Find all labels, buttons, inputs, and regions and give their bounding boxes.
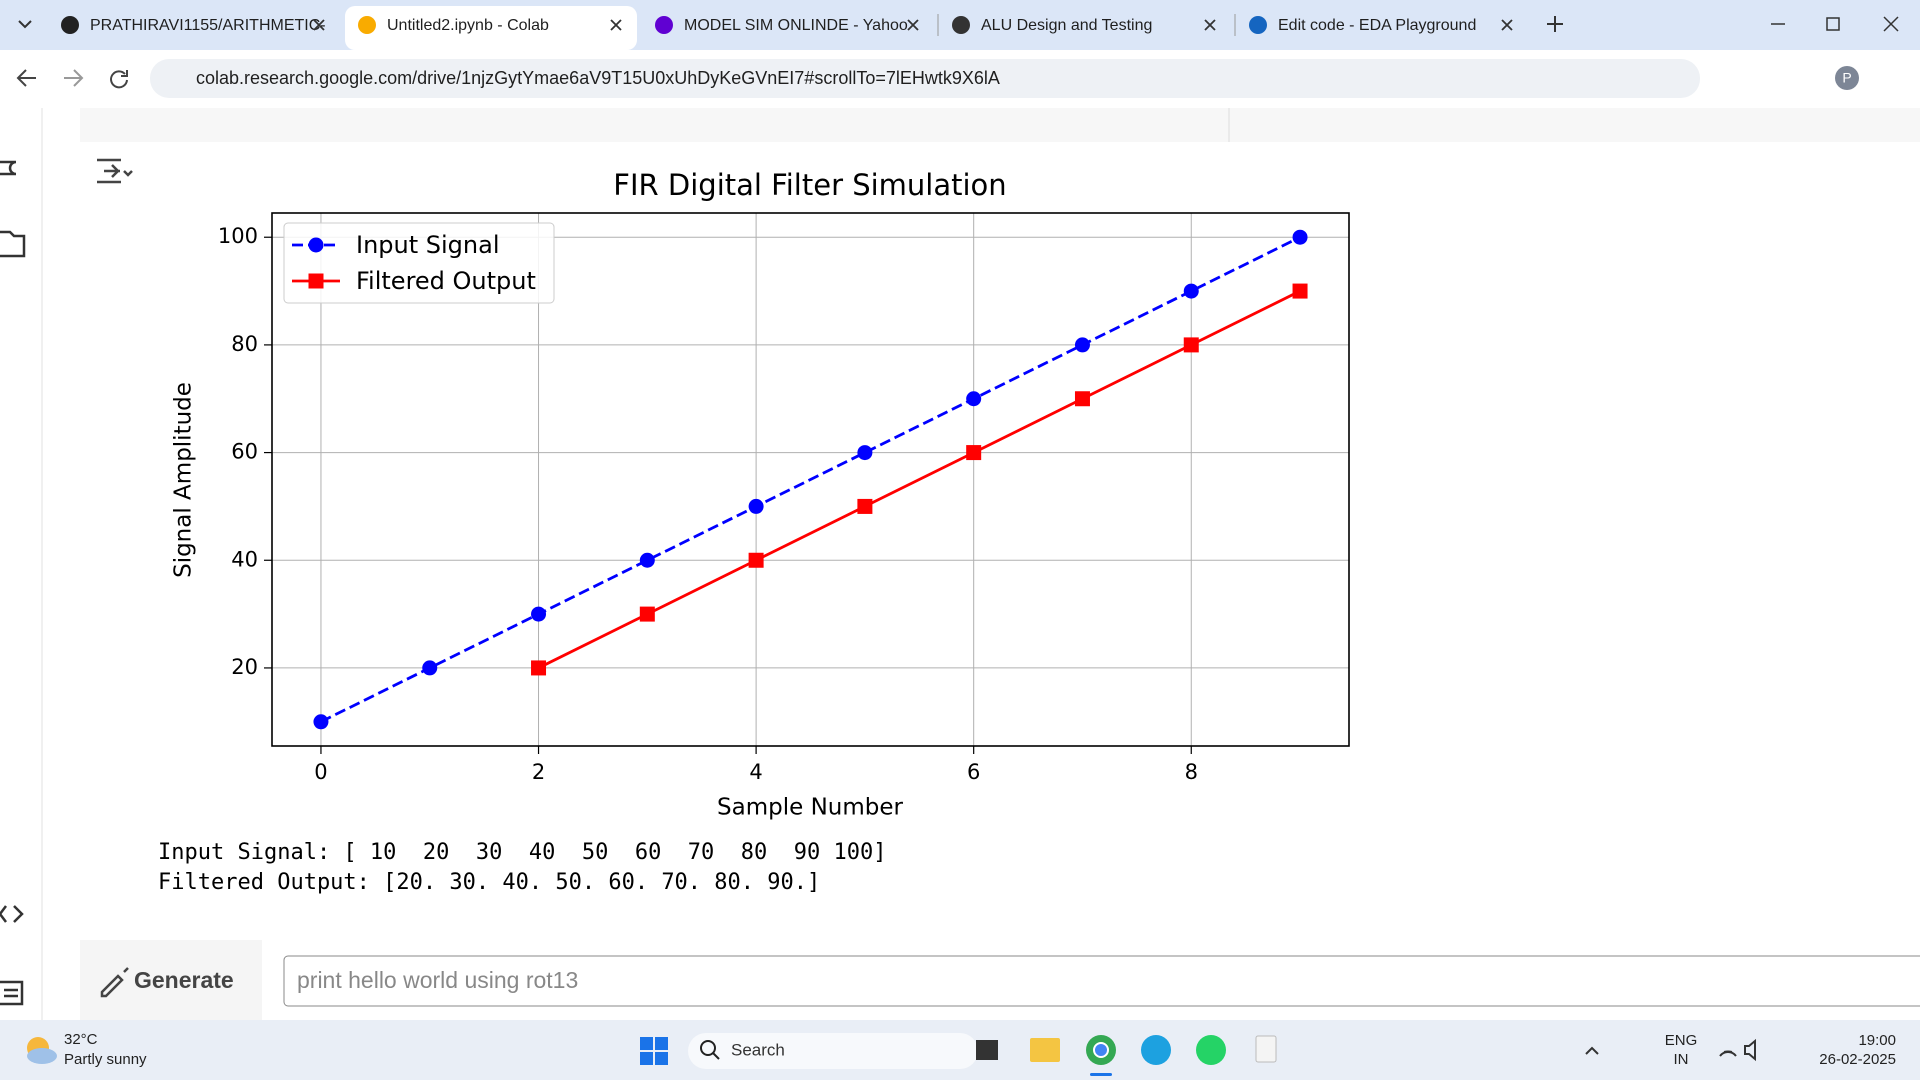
marker [857,445,873,461]
chart-title: FIR Digital Filter Simulation [613,168,1006,202]
legend-label: Filtered Output [356,267,536,295]
region[interactable]: IN [1674,1051,1689,1068]
language[interactable]: ENG [1665,1032,1698,1049]
tab-title[interactable]: PRATHIRAVI1155/ARITHMETIC- [90,17,326,34]
clock-time[interactable]: 19:00 [1858,1032,1896,1049]
weather-text: Partly sunny [64,1051,147,1068]
output-line: Input Signal: [ 10 20 30 40 50 60 70 80 … [158,840,886,865]
x-tick-label: 0 [314,760,327,784]
legend-label: Input Signal [356,231,500,259]
start-button[interactable] [640,1037,668,1065]
marker [308,237,324,253]
marker [639,606,655,622]
series-line [537,289,1301,670]
cell-strip [80,108,1920,142]
marker [1183,283,1199,299]
tab-icon [358,16,376,34]
tab-icon [655,16,673,34]
window-controls[interactable] [1771,16,1899,32]
x-tick-label: 2 [532,760,545,784]
legend-box [283,222,555,304]
plot-frame [271,212,1350,747]
marker [748,552,764,568]
y-tick-label: 100 [218,224,258,248]
prompt-input[interactable] [283,955,1920,1007]
marker [1183,337,1199,353]
weather[interactable]: 32°C Partly sunny [27,1031,147,1068]
output-line: Filtered Output: [20. 30. 40. 50. 60. 70… [158,870,820,895]
search-icon [712,1052,720,1060]
marker [422,660,438,676]
tab[interactable]: Edit code - EDA Playground [1234,14,1513,36]
generate-button[interactable]: Generate [100,967,234,998]
tab[interactable]: MODEL SIM ONLINDE - Yahoo [655,16,919,34]
marker [639,552,655,568]
marker [1292,229,1308,245]
tab-search[interactable] [18,20,32,29]
y-tick-label: 20 [231,655,258,679]
tab-background [345,6,637,50]
x-tick-label: 4 [749,760,762,784]
tab[interactable]: ALU Design and Testing [937,14,1216,36]
omnibox[interactable] [150,59,1700,98]
prompt-placeholder[interactable]: print hello world using rot13 [297,967,578,993]
sidebar-icons[interactable] [0,160,26,1006]
tab[interactable]: PRATHIRAVI1155/ARITHMETIC- [61,16,326,34]
tab-icon [1249,16,1267,34]
marker [313,714,329,730]
marker [1292,283,1308,299]
x-tick-label: 6 [967,760,980,784]
marker [1074,391,1090,407]
tabs: PRATHIRAVI1155/ARITHMETIC- Untitled2.ipyn… [18,6,1513,50]
output-toggle[interactable] [97,158,133,184]
legend: Input Signal Filtered Output [283,222,555,304]
system-tray[interactable] [1585,1038,1756,1062]
tab-title[interactable]: Edit code - EDA Playground [1278,17,1476,34]
y-tick-label: 60 [231,440,258,464]
y-tick-label: 80 [231,332,258,356]
y-tick-label: 40 [231,547,258,571]
tab-close[interactable] [1501,19,1513,31]
chart: FIR Digital Filter Simulation Sample Num… [171,168,1350,821]
tab-close[interactable] [313,19,325,31]
search-box[interactable] [688,1033,978,1069]
y-axis-label: Signal Amplitude [171,382,197,578]
taskbar-apps[interactable] [976,1035,1277,1076]
tab-title[interactable]: Untitled2.ipynb - Colab [387,17,549,34]
marker [966,445,982,461]
marker [308,273,324,289]
tab-close[interactable] [907,19,919,31]
search-text[interactable]: Search [731,1040,785,1059]
nav-buttons[interactable] [16,69,128,89]
generate-label[interactable]: Generate [134,967,234,993]
marker [857,498,873,514]
new-tab[interactable] [1547,16,1563,32]
search-icon [700,1040,716,1056]
series-line [320,235,1301,724]
marker [1074,337,1090,353]
marker [531,606,547,622]
tab-title[interactable]: MODEL SIM ONLINDE - Yahoo [684,17,908,34]
x-axis-label: Sample Number [717,795,903,821]
clock-date[interactable]: 26-02-2025 [1819,1051,1896,1068]
url[interactable]: colab.research.google.com/drive/1njzGytY… [196,68,1000,88]
temperature: 32°C [64,1031,98,1048]
tab-title[interactable]: ALU Design and Testing [981,17,1152,34]
tab-close[interactable] [610,19,622,31]
x-tick-label: 8 [1185,760,1198,784]
marker [748,498,764,514]
marker [531,660,547,676]
generate-panel [80,940,262,1020]
tab[interactable]: Untitled2.ipynb - Colab [345,6,637,50]
profile-avatar[interactable] [1835,66,1859,90]
tab-icon [952,16,970,34]
tab-close[interactable] [1204,19,1216,31]
marker [966,391,982,407]
tab-icon [61,16,79,34]
profile-initial[interactable]: P [1842,70,1851,86]
